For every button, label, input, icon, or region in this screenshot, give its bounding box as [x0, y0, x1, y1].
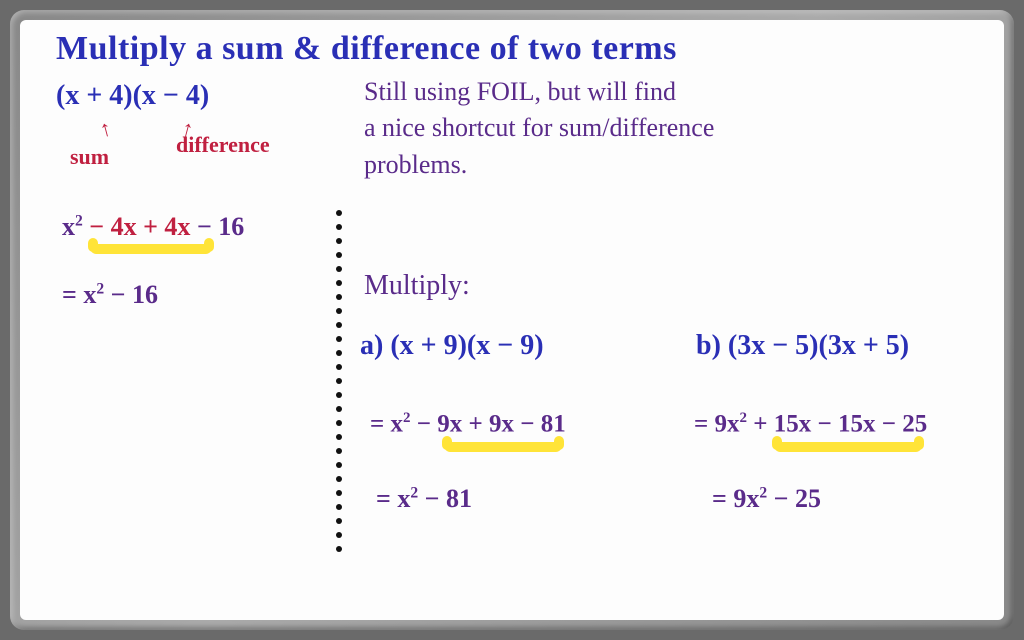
a-exp-mid: − 9x + 9x	[417, 410, 514, 437]
problem-b-label: b)	[696, 330, 721, 361]
result: = x2 − 16	[62, 280, 158, 310]
problem-a-result: = x2 − 81	[376, 484, 472, 514]
expansion-lead: x	[62, 212, 75, 241]
problem-b-expansion: = 9x2 + 15x − 15x − 25	[694, 410, 927, 438]
result-lead: = x	[62, 280, 96, 309]
b-exp-sup: 2	[740, 410, 748, 426]
note-line1: Still using FOIL, but will find	[364, 74, 714, 110]
expansion-mid: − 4x + 4x	[89, 212, 190, 241]
whiteboard-frame: Multiply a sum & difference of two terms…	[10, 10, 1014, 630]
sum-label: sum	[70, 144, 109, 170]
b-exp-tail: − 25	[882, 410, 928, 437]
result-tail: − 16	[104, 280, 158, 309]
problem-b-result: = 9x2 − 25	[712, 484, 821, 514]
multiply-heading: Multiply:	[364, 270, 470, 302]
b-exp-mid: + 15x − 15x	[753, 410, 875, 437]
a-res-sup: 2	[410, 484, 418, 501]
left-column: (x + 4)(x − 4) ↑ ↑ sum difference x2 − 4…	[56, 80, 336, 590]
problem-a-expr: (x + 9)(x − 9)	[390, 330, 543, 361]
a-exp-lead: = x	[370, 410, 403, 437]
b-res-tail: − 25	[767, 484, 821, 513]
b-exp-lead: = 9x	[694, 410, 740, 437]
problem-a-expansion: = x2 − 9x + 9x − 81	[370, 410, 566, 438]
a-res-tail: − 81	[418, 484, 472, 513]
whiteboard: Multiply a sum & difference of two terms…	[20, 20, 1004, 620]
problem-a-label: a)	[360, 330, 383, 361]
b-res-lead: = 9x	[712, 484, 759, 513]
a-exp-sup: 2	[403, 410, 411, 426]
difference-label: difference	[176, 132, 270, 158]
highlight-brace	[444, 442, 562, 452]
result-sup: 2	[96, 280, 104, 297]
content-columns: (x + 4)(x − 4) ↑ ↑ sum difference x2 − 4…	[56, 80, 968, 590]
highlight-brace	[90, 244, 212, 254]
expansion-tail: − 16	[197, 212, 244, 241]
note-line2: a nice shortcut for sum/difference	[364, 110, 714, 146]
foil-note: Still using FOIL, but will find a nice s…	[364, 74, 714, 183]
a-exp-tail: − 81	[520, 410, 566, 437]
lesson-title: Multiply a sum & difference of two terms	[56, 30, 968, 68]
foil-expansion: x2 − 4x + 4x − 16	[62, 212, 244, 242]
highlight-brace	[774, 442, 922, 452]
problem-b: b) (3x − 5)(3x + 5)	[696, 330, 909, 362]
arrow-up-icon: ↑	[97, 115, 114, 143]
a-res-lead: = x	[376, 484, 410, 513]
main-expression: (x + 4)(x − 4)	[56, 80, 209, 112]
note-line3: problems.	[364, 147, 714, 183]
b-res-sup: 2	[759, 484, 767, 501]
right-column: Still using FOIL, but will find a nice s…	[336, 80, 968, 590]
problem-a: a) (x + 9)(x − 9)	[360, 330, 544, 362]
expansion-sup: 2	[75, 212, 83, 229]
problem-b-expr: (3x − 5)(3x + 5)	[728, 330, 909, 361]
